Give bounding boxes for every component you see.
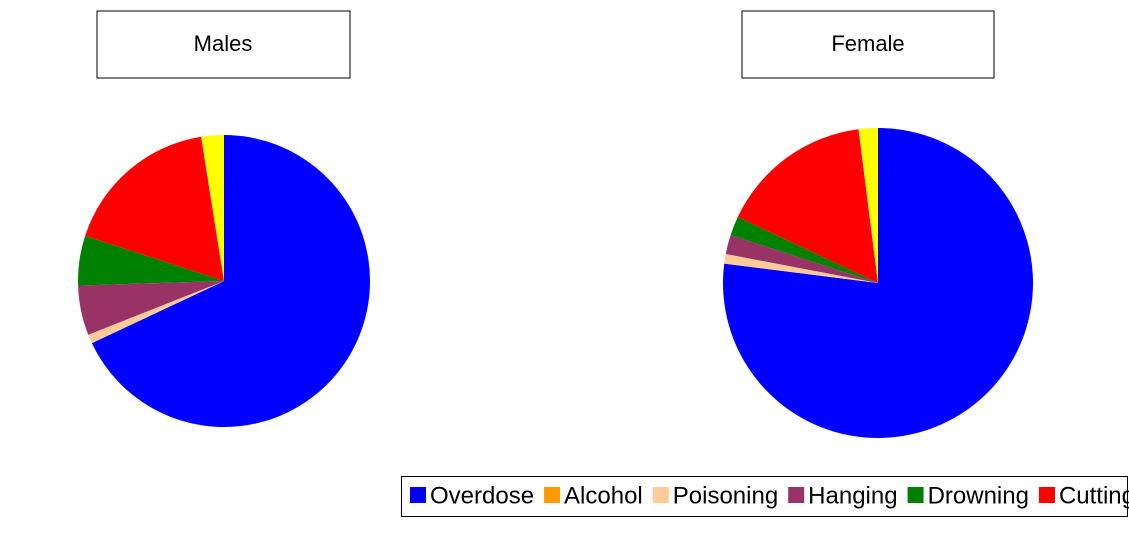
- legend-box: [401, 476, 1128, 517]
- pie-slice: [88, 281, 225, 344]
- title-box: [96, 10, 351, 79]
- legend-swatch: [788, 487, 805, 503]
- pie-slice: [78, 281, 224, 335]
- legend-label: Alcohol: [564, 482, 643, 509]
- legend-label: Poisoning: [673, 482, 778, 509]
- pie-slice: [201, 135, 224, 281]
- legend-label: Hanging: [808, 482, 897, 509]
- title-box: [741, 10, 995, 79]
- legend-swatch: [907, 487, 924, 503]
- pie-slice: [858, 128, 878, 283]
- legend-swatch: [652, 487, 669, 503]
- legend-swatch: [1038, 487, 1055, 503]
- legend-label: Overdose: [430, 482, 534, 509]
- pie-slice: [724, 253, 878, 283]
- chart-title: Males: [194, 31, 253, 56]
- legend-label: Cutting: [1059, 482, 1129, 509]
- pie-slice: [725, 235, 878, 283]
- legend-swatch: [410, 487, 426, 503]
- pie-slice: [91, 135, 370, 427]
- pie-slice: [730, 217, 878, 283]
- pie-slice: [737, 129, 878, 283]
- pie-slice: [78, 235, 224, 286]
- legend-swatch: [544, 487, 561, 503]
- legend-label: Drowning: [928, 482, 1029, 509]
- chart-title: Female: [831, 31, 904, 56]
- pie-slice: [85, 136, 224, 281]
